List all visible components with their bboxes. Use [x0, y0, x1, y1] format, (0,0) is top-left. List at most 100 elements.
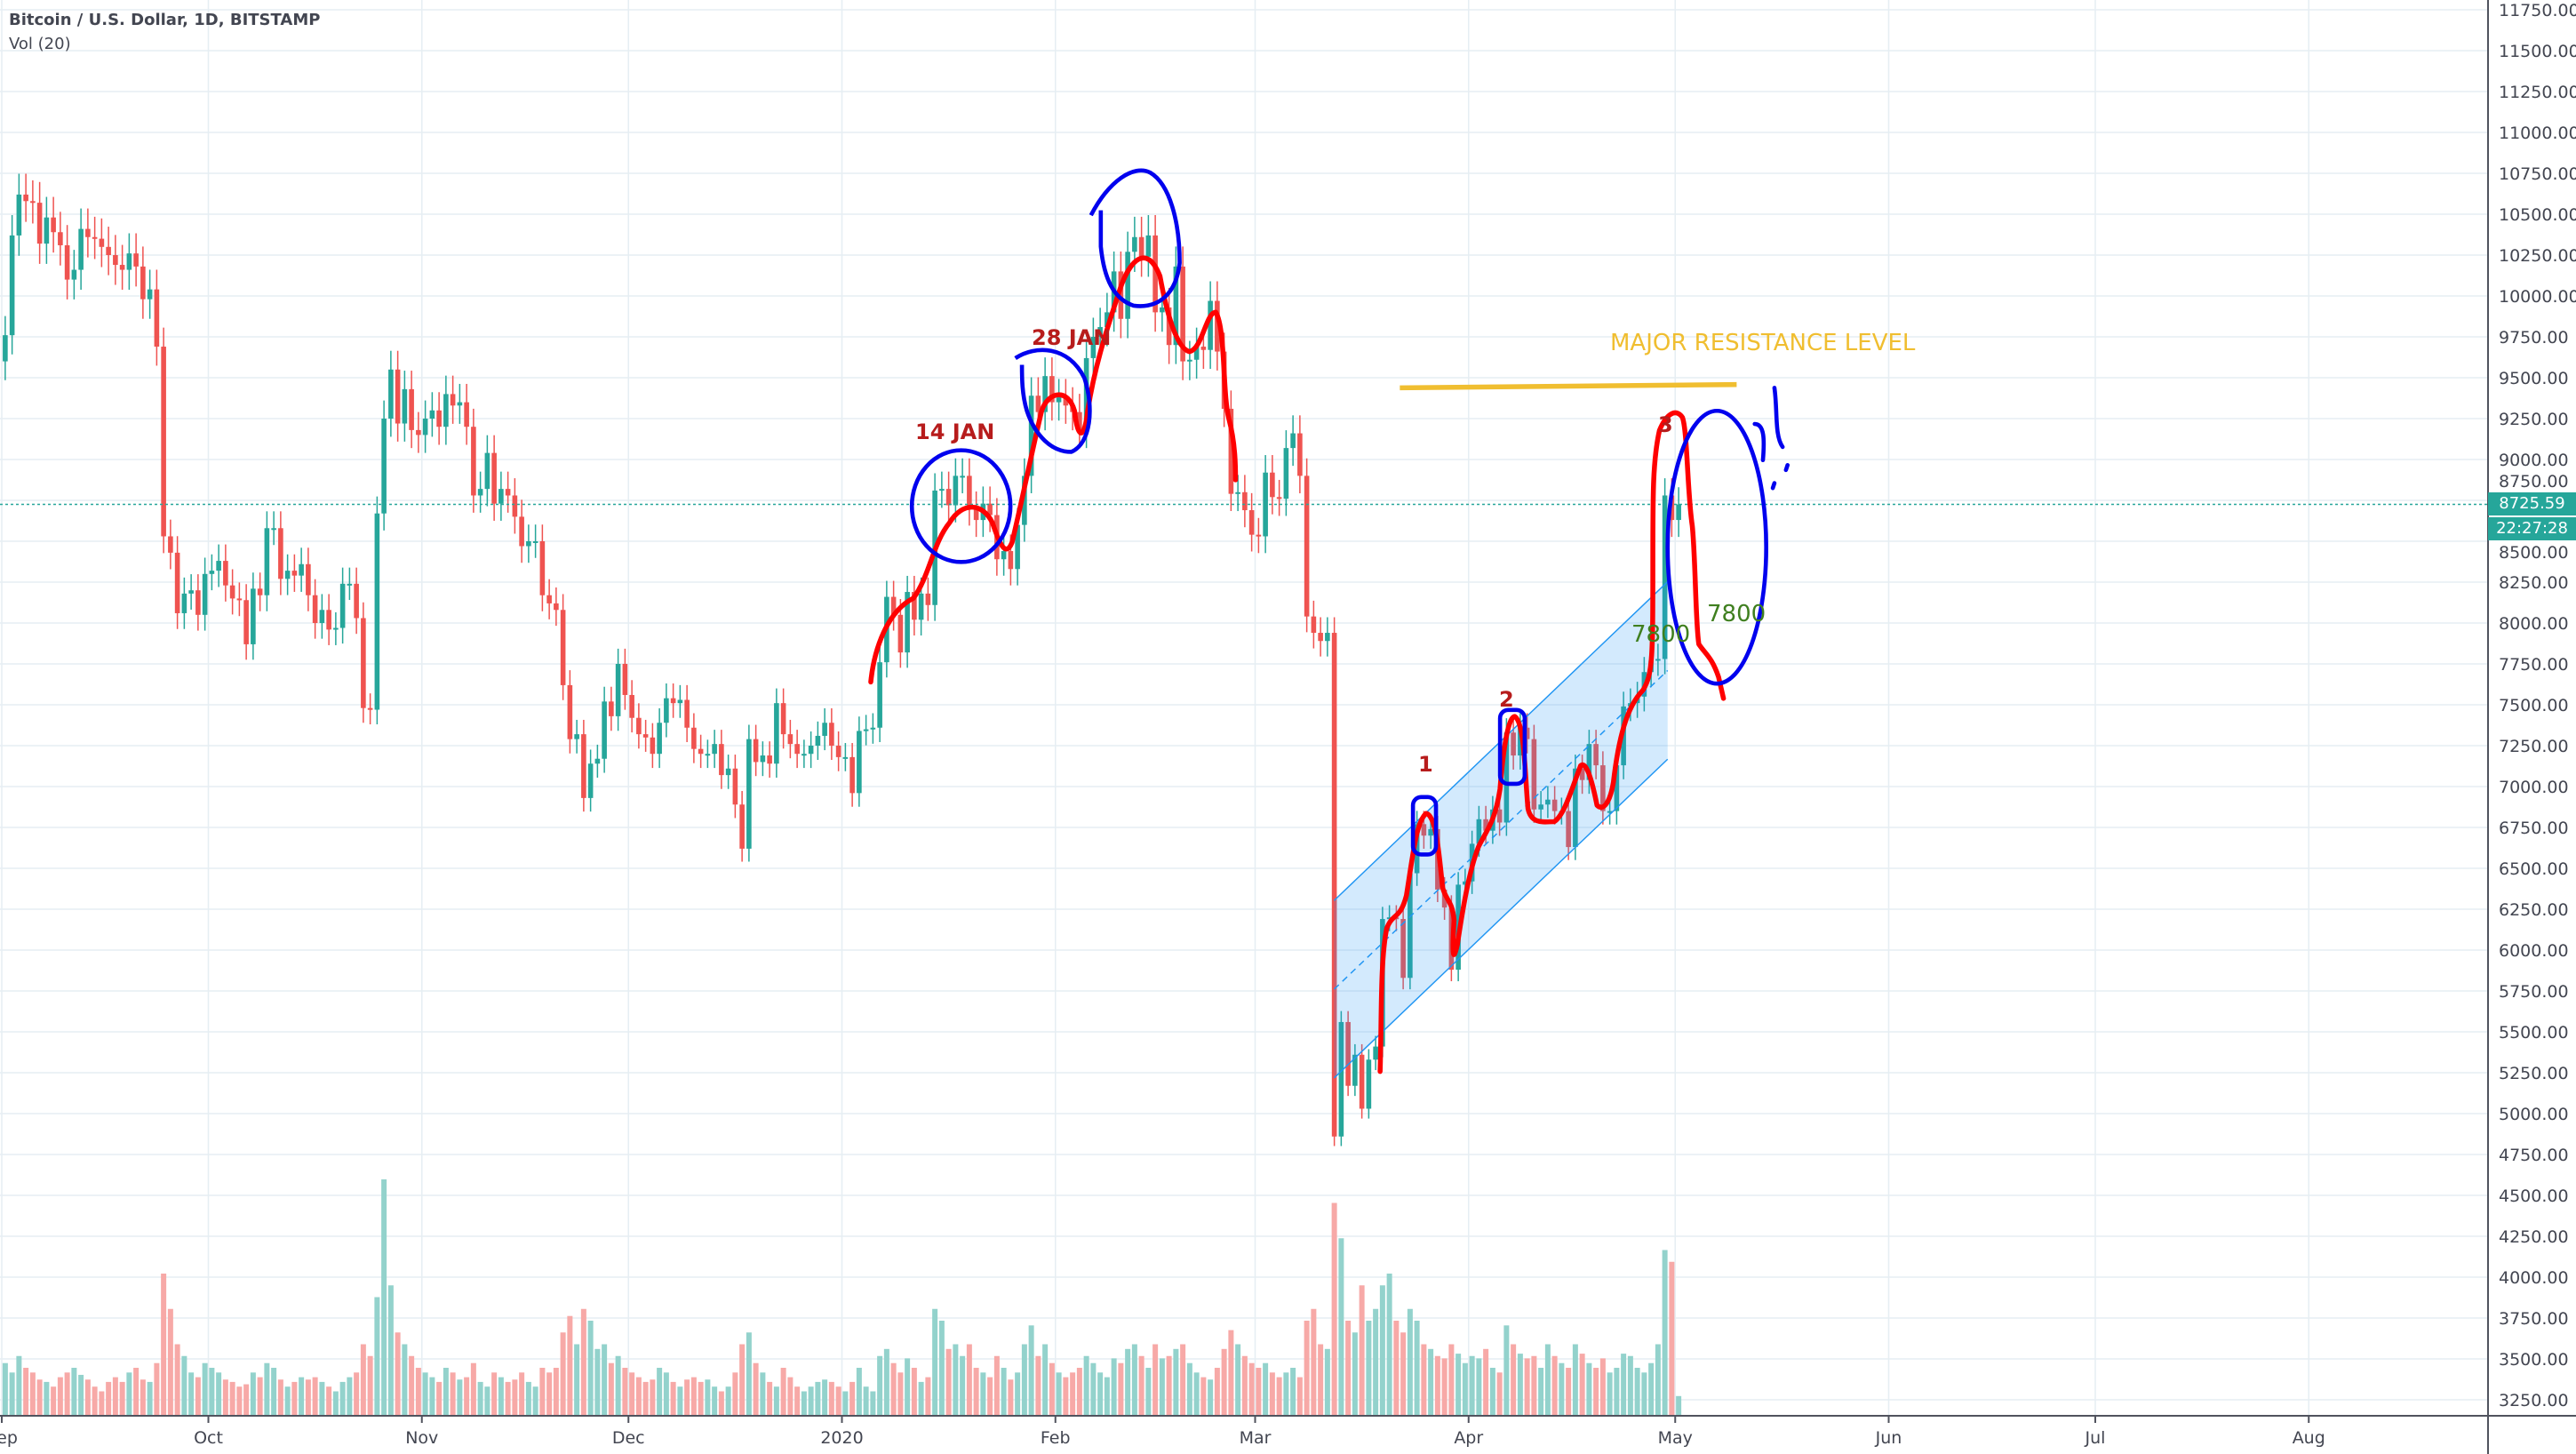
channel-mid-line[interactable]: [1333, 669, 1669, 990]
blue-circle-28jan[interactable]: [1014, 348, 1092, 454]
volume-bar: [57, 1377, 63, 1415]
volume-bar: [1180, 1344, 1186, 1415]
time-tick-label: Sep: [0, 1428, 18, 1448]
candle-body: [1352, 1054, 1358, 1086]
volume-bar: [277, 1379, 283, 1415]
candle-body: [519, 516, 524, 547]
candle-body: [1270, 472, 1275, 498]
volume-bar: [1455, 1354, 1462, 1415]
volume-bar: [1393, 1321, 1400, 1415]
volume-bar: [195, 1377, 201, 1415]
candle-body: [71, 269, 77, 280]
candle-body: [1531, 739, 1537, 810]
volume-bar: [1434, 1355, 1440, 1415]
volume-bar: [1421, 1344, 1427, 1415]
volume-indicator-label[interactable]: Vol (20): [9, 35, 71, 53]
price-tick-label: 10750.00: [2499, 164, 2576, 184]
volume-bar: [477, 1381, 483, 1415]
candle-body: [1607, 811, 1613, 813]
resistance-line[interactable]: [1400, 381, 1737, 391]
blue-circle-top[interactable]: [1665, 408, 1768, 686]
candle-body: [794, 744, 800, 755]
volume-bar: [1586, 1362, 1592, 1415]
candle-body: [291, 571, 298, 576]
candle-body: [967, 475, 972, 509]
volume-bar: [354, 1372, 360, 1415]
volume-bar: [1166, 1355, 1172, 1415]
volume-bar: [629, 1372, 635, 1415]
volume-bar: [512, 1379, 518, 1415]
volume-bar: [1221, 1348, 1227, 1415]
label-14-jan[interactable]: 14 JAN: [915, 419, 994, 444]
freehand-red-path-1[interactable]: [868, 255, 1239, 685]
price-tick-label: 9750.00: [2499, 328, 2569, 348]
volume-bar: [119, 1381, 125, 1415]
channel-lower-line[interactable]: [1333, 758, 1669, 1079]
price-tick-label: 6000.00: [2499, 941, 2569, 961]
candle-body: [106, 246, 111, 255]
candle-body: [188, 590, 194, 594]
price-axis[interactable]: 11750.00 11500.00 11250.00 11000.00 10750.00…: [2499, 1, 2576, 1410]
candle-body: [3, 335, 8, 362]
wave-label-2[interactable]: 2: [1499, 687, 1514, 712]
volume-bar: [657, 1368, 663, 1415]
blue-box-wave-1[interactable]: [1410, 795, 1439, 857]
volume-bar: [1572, 1344, 1578, 1415]
blue-circle-peak[interactable]: [1089, 168, 1182, 308]
price-tick-label: 7500.00: [2499, 696, 2569, 715]
volume-bar: [1001, 1368, 1007, 1415]
time-axis[interactable]: Sep Oct Nov Dec 2020 Feb Mar Apr May Jun Jul Aug: [0, 1416, 2325, 1448]
wave-label-1[interactable]: 1: [1418, 752, 1433, 777]
time-tick-label: Oct: [194, 1428, 223, 1448]
volume-bar: [622, 1368, 628, 1415]
candle-body: [539, 541, 546, 595]
candle-body: [1180, 266, 1185, 362]
candle-body: [1256, 534, 1262, 537]
candle-body: [1228, 408, 1234, 494]
last-price-tag: 8725.59: [2488, 492, 2576, 515]
candle-body: [1187, 359, 1192, 362]
candle-body: [719, 744, 724, 776]
candle-body: [945, 489, 952, 506]
candle-body: [1359, 1054, 1365, 1109]
volume-bar: [1186, 1362, 1192, 1415]
volume-bar: [760, 1372, 766, 1415]
volume-bar: [567, 1315, 573, 1415]
candle-body: [1049, 376, 1055, 403]
price-tick-label: 8000.00: [2499, 614, 2569, 634]
candle-body: [367, 707, 373, 710]
wave-label-3[interactable]: 3: [1658, 412, 1673, 437]
drawings[interactable]: [868, 168, 1790, 1079]
volume-bar: [498, 1377, 504, 1415]
symbol-title[interactable]: Bitcoin / U.S. Dollar, 1D, BITSTAMP: [9, 11, 321, 29]
blue-exclamation-question[interactable]: [1752, 386, 1790, 491]
volume-bar: [780, 1368, 786, 1415]
blue-box-wave-2[interactable]: [1497, 707, 1527, 787]
volume-bar: [911, 1368, 917, 1415]
candle-body: [1028, 395, 1034, 476]
candle-body: [835, 746, 841, 757]
resistance-label[interactable]: MAJOR RESISTANCE LEVEL: [1610, 330, 1916, 356]
volume-bar: [209, 1368, 215, 1415]
volume-bar: [753, 1362, 759, 1415]
volume-bar: [1111, 1358, 1117, 1415]
candle-body: [1276, 497, 1282, 499]
volume-bar: [546, 1372, 553, 1415]
volume-bar: [216, 1372, 222, 1415]
volume-bar: [236, 1386, 243, 1415]
volume-bar: [222, 1379, 228, 1415]
volume-bar: [1152, 1344, 1159, 1415]
volume-bar: [1593, 1368, 1599, 1415]
candle-body: [1511, 732, 1516, 756]
blue-circle-14jan[interactable]: [909, 448, 1013, 564]
volume-bar: [505, 1381, 511, 1415]
candle-body: [739, 804, 745, 849]
volume-bar: [883, 1348, 889, 1415]
target-label-b[interactable]: 7800: [1707, 601, 1766, 627]
target-label-a[interactable]: 7800: [1631, 621, 1690, 648]
volume-bar: [739, 1344, 746, 1415]
volume-bar: [360, 1344, 366, 1415]
candle-body: [284, 571, 291, 579]
label-28-jan[interactable]: 28 JAN: [1032, 325, 1111, 350]
